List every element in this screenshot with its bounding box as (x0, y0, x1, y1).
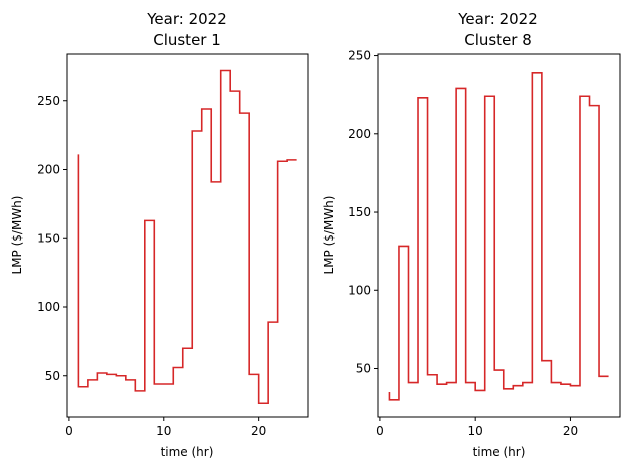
x-axis-label: time (hr) (473, 445, 526, 459)
x-tick-label: 10 (468, 424, 483, 438)
chart-subtitle: Cluster 1 (153, 31, 221, 49)
x-tick-label: 0 (376, 424, 384, 438)
series-line (77, 69, 297, 405)
chart-title: Year: 2022 (146, 10, 227, 28)
x-axis-label: time (hr) (161, 445, 214, 459)
y-tick-label: 100 (37, 300, 60, 314)
y-tick-label: 150 (37, 231, 60, 245)
chart-cluster-1: Year: 2022 Cluster 1 0 10 20 50 100 150 200 250… (10, 10, 309, 459)
y-tick-label: 200 (37, 163, 60, 177)
series-line (388, 71, 609, 401)
y-tick-label: 250 (37, 94, 60, 108)
x-tick-label: 0 (65, 424, 73, 438)
x-tick-label: 20 (563, 424, 578, 438)
y-tick-label: 100 (348, 283, 371, 297)
y-tick-label: 50 (356, 361, 371, 375)
tick-group: 0 10 20 50 100 150 200 250 (348, 49, 578, 438)
y-tick-label: 50 (45, 369, 60, 383)
x-tick-label: 20 (251, 424, 266, 438)
chart-title: Year: 2022 (457, 10, 538, 28)
plot-frame (377, 53, 621, 418)
y-tick-label: 250 (348, 49, 371, 63)
tick-group: 0 10 20 50 100 150 200 250 (37, 94, 266, 438)
chart-subtitle: Cluster 8 (464, 31, 532, 49)
plot-frame (66, 53, 309, 418)
y-tick-label: 150 (348, 205, 371, 219)
chart-cluster-8: Year: 2022 Cluster 8 0 10 20 50 100 150 200 250… (322, 10, 621, 459)
y-tick-label: 200 (348, 127, 371, 141)
y-axis-label: LMP ($/MWh) (10, 196, 24, 275)
x-tick-label: 10 (156, 424, 171, 438)
y-axis-label: LMP ($/MWh) (322, 196, 336, 275)
